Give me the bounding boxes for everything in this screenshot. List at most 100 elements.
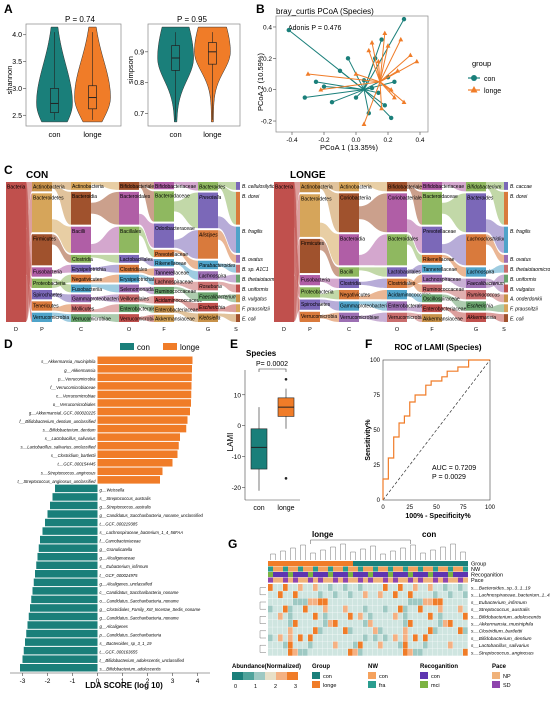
sankey-node: [32, 182, 52, 192]
sankey-node: [504, 294, 508, 303]
heatmap-cell: [453, 605, 458, 613]
lda-bar-label: s__Streptococcus_australis: [100, 496, 152, 501]
heatmap-cell: [278, 634, 283, 642]
sankey-ribbon: [139, 184, 154, 222]
heatmap-row-label: s__Akkermansia_muciniphila: [471, 622, 533, 628]
lda-bar-label: g__Streptococcus_australis: [100, 504, 152, 509]
sankey-ribbon: [139, 226, 154, 258]
heatmap-cell: [448, 591, 453, 599]
lda-bar-con: [20, 663, 98, 672]
heatmap-annot-cell: [268, 577, 273, 583]
heatmap-cell: [373, 627, 378, 635]
heatmap-legend-gradient: [243, 672, 254, 680]
roc-xtick-label: 100: [485, 505, 496, 511]
sankey-ribbon: [486, 182, 504, 190]
lda-bar-con: [31, 595, 98, 604]
heatmap-row-dendrogram: [259, 630, 266, 639]
heatmap-cell: [383, 641, 388, 649]
heatmap-cell: [403, 641, 408, 649]
heatmap-annot-cell: [398, 561, 403, 567]
heatmap-cell: [358, 634, 363, 642]
heatmap-cell: [343, 584, 348, 591]
lda-bar-con: [45, 518, 98, 527]
heatmap-legend-swatch: [368, 681, 376, 688]
lda-bar-longe: [97, 365, 192, 373]
heatmap-cell: [273, 634, 278, 642]
sankey-node-label: Tenericutes: [33, 304, 59, 310]
heatmap-cell: [303, 648, 308, 656]
heatmap-cell: [303, 605, 308, 613]
sankey-node: [198, 182, 218, 191]
heatmap-cell: [303, 634, 308, 642]
heatmap-cell: [413, 584, 418, 591]
sankey-node-label: Ruminococcaceae: [423, 287, 464, 293]
heatmap-cell: [463, 627, 468, 635]
heatmap-annot-cell: [383, 572, 388, 578]
heatmap-cell: [338, 591, 343, 599]
roc-ytick-label: 100: [370, 358, 381, 364]
heatmap-annot-cell: [403, 577, 408, 583]
pcoa-point-longe: [353, 71, 359, 76]
heatmap-row-dendrogram: [259, 616, 266, 624]
heatmap-cell: [453, 634, 458, 642]
lda-bar-longe: [97, 382, 192, 390]
lda-bar-label: g__Alcaligenes_unclassified: [100, 581, 153, 586]
sankey-ribbon: [218, 274, 236, 283]
pcoa-point-con: [302, 95, 307, 100]
sankey-node-label: Verrucomicrobiales: [388, 315, 431, 321]
pcoa-point-longe: [395, 68, 400, 73]
heatmap-annot-cell: [383, 566, 388, 572]
heatmap-annot-cell: [278, 577, 283, 583]
sankey-node-label: Spirochaetes: [301, 302, 331, 308]
sankey-node: [71, 304, 91, 313]
sankey-ribbon: [174, 182, 198, 191]
heatmap-cell: [438, 605, 443, 613]
sankey-node: [466, 290, 486, 300]
sankey-node: [154, 182, 174, 190]
pcoa-spoke-longe: [355, 73, 381, 83]
pcoa-spoke-longe: [379, 45, 389, 82]
heatmap-cell: [373, 612, 378, 620]
pcoa-ytick-label: 0.4: [263, 24, 272, 31]
pcoa-point-con: [313, 79, 319, 85]
sankey-node-label: B. uniformis: [510, 277, 537, 283]
sankey-node: [422, 314, 442, 322]
heatmap-cell: [378, 634, 383, 642]
heatmap-cell: [343, 627, 348, 635]
heatmap-cell: [398, 620, 403, 627]
sankey-ribbon: [320, 238, 339, 277]
heatmap-annot-cell: [328, 561, 333, 567]
sankey-ribbon: [174, 310, 198, 322]
sankey-node: [119, 314, 139, 322]
heatmap-annot-cell: [403, 561, 408, 567]
heatmap-legend-abundance-tick: 1: [254, 684, 257, 690]
heatmap-cell: [273, 612, 278, 620]
heatmap-cell: [348, 605, 353, 613]
heatmap-annot-cell: [318, 577, 323, 583]
heatmap-cell: [308, 598, 313, 606]
sankey-node: [300, 311, 320, 322]
heatmap-annot-cell: [298, 566, 303, 572]
heatmap-cell: [393, 605, 398, 613]
lda-bar-con: [30, 604, 98, 612]
heatmap-cell: [293, 634, 298, 642]
heatmap-cell: [438, 612, 443, 620]
heatmap-cell: [458, 627, 463, 635]
sankey-ribbon: [174, 281, 198, 291]
panel-b: bray_curtis PCoA (Species) Adonis P = 0.…: [256, 7, 501, 152]
sankey-node-label: Fusobacteria: [301, 277, 330, 283]
pcoa-spoke-longe: [371, 42, 381, 82]
sankey-node-label: Escherichia: [467, 304, 493, 310]
lda-bar-longe: [97, 390, 192, 399]
heatmap-annot-cell: [328, 572, 333, 578]
lda-bar-longe: [97, 399, 191, 407]
sankey-node: [466, 312, 486, 322]
sankey-node-label: Verrucomicrobiae: [72, 316, 111, 322]
heatmap-cell: [308, 627, 313, 635]
sankey-ribbon: [52, 278, 71, 293]
roc-ytick-label: 50: [373, 428, 380, 434]
sankey-node-label: Actinobacteria: [72, 184, 104, 190]
heatmap-annot-cell: [413, 566, 418, 572]
heatmap-legend-title: Pace: [492, 664, 507, 670]
panel-label-b: B: [256, 2, 265, 16]
